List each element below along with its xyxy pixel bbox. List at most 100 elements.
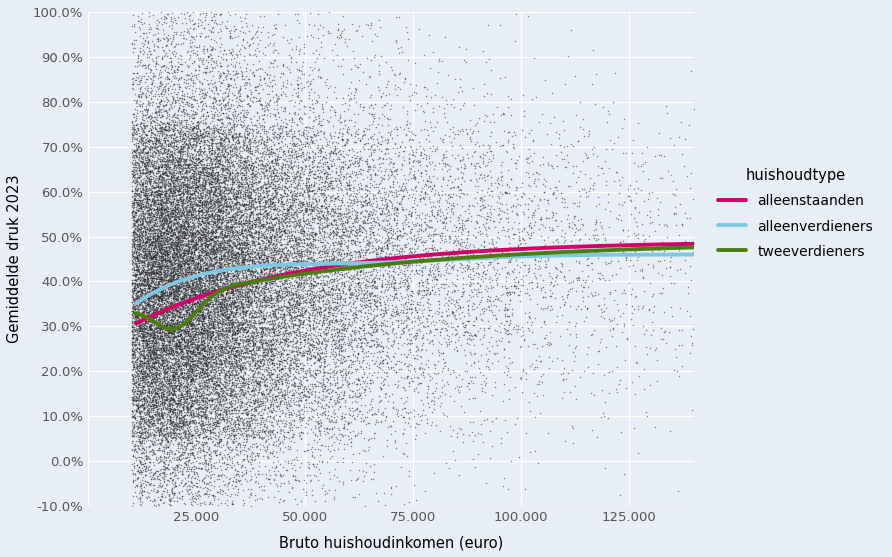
- Point: [236, 219, 251, 228]
- Point: [241, 221, 255, 229]
- Point: [169, 126, 184, 135]
- Point: [178, 167, 193, 176]
- Point: [209, 239, 223, 248]
- Point: [176, 232, 190, 241]
- Point: [252, 114, 266, 123]
- Point: [207, 300, 221, 309]
- Point: [194, 350, 208, 359]
- Point: [198, 288, 212, 297]
- Point: [148, 249, 162, 258]
- Point: [280, 203, 294, 212]
- Point: [263, 214, 277, 223]
- Point: [148, 275, 162, 284]
- Point: [184, 320, 198, 329]
- Point: [245, 418, 260, 427]
- Point: [135, 308, 149, 317]
- Point: [238, 192, 252, 201]
- Point: [180, 305, 194, 314]
- Point: [288, 208, 302, 217]
- Point: [150, 384, 164, 393]
- Point: [129, 263, 144, 272]
- Point: [147, 244, 161, 253]
- Point: [255, 332, 269, 341]
- Point: [138, 459, 153, 468]
- Point: [168, 42, 182, 51]
- Point: [144, 343, 158, 351]
- Point: [250, 364, 264, 373]
- Point: [280, 173, 294, 182]
- Point: [142, 208, 156, 217]
- Point: [182, 241, 196, 250]
- Point: [152, 164, 166, 173]
- Point: [281, 163, 295, 172]
- Point: [169, 446, 184, 455]
- Point: [144, 315, 158, 324]
- Point: [153, 494, 168, 503]
- Point: [166, 324, 180, 333]
- Point: [143, 303, 157, 312]
- Point: [546, 246, 560, 255]
- Point: [418, 244, 433, 253]
- Point: [180, 319, 194, 328]
- Point: [215, 233, 229, 242]
- Point: [204, 253, 219, 262]
- Point: [308, 149, 322, 158]
- Point: [193, 273, 207, 282]
- Point: [152, 410, 166, 419]
- Point: [166, 274, 180, 283]
- Point: [130, 324, 145, 333]
- Point: [186, 238, 200, 247]
- Point: [161, 167, 176, 175]
- Point: [158, 189, 172, 198]
- Point: [146, 409, 161, 418]
- Point: [244, 208, 259, 217]
- Point: [167, 212, 181, 221]
- Point: [527, 412, 541, 421]
- Point: [266, 179, 280, 188]
- Point: [374, 196, 388, 204]
- Point: [227, 53, 242, 62]
- Point: [274, 472, 288, 481]
- Point: [190, 400, 204, 409]
- Point: [294, 380, 309, 389]
- Point: [237, 325, 252, 334]
- Point: [170, 200, 185, 209]
- Point: [334, 201, 349, 210]
- Point: [174, 367, 188, 376]
- Point: [221, 353, 235, 362]
- Point: [486, 243, 500, 252]
- Point: [245, 185, 260, 194]
- Point: [446, 209, 460, 218]
- Point: [248, 169, 262, 178]
- Point: [260, 160, 275, 169]
- Point: [235, 373, 250, 382]
- Point: [208, 198, 222, 207]
- Point: [155, 143, 169, 152]
- Point: [171, 283, 186, 292]
- Point: [272, 225, 286, 234]
- Point: [188, 302, 202, 311]
- Point: [259, 291, 273, 300]
- Point: [144, 352, 158, 361]
- Point: [129, 473, 144, 482]
- Point: [141, 297, 155, 306]
- Point: [430, 256, 444, 265]
- Point: [477, 110, 491, 119]
- Point: [516, 208, 530, 217]
- Point: [145, 480, 160, 489]
- Point: [280, 287, 294, 296]
- Point: [321, 336, 335, 345]
- Point: [310, 111, 325, 120]
- Point: [290, 75, 304, 84]
- Point: [179, 157, 194, 166]
- Point: [178, 318, 193, 327]
- Point: [151, 190, 165, 199]
- Point: [311, 402, 326, 411]
- Point: [168, 368, 182, 377]
- Point: [127, 356, 141, 365]
- Point: [319, 74, 334, 83]
- Point: [226, 286, 240, 295]
- Point: [157, 291, 171, 300]
- Point: [291, 168, 305, 177]
- Point: [172, 294, 186, 302]
